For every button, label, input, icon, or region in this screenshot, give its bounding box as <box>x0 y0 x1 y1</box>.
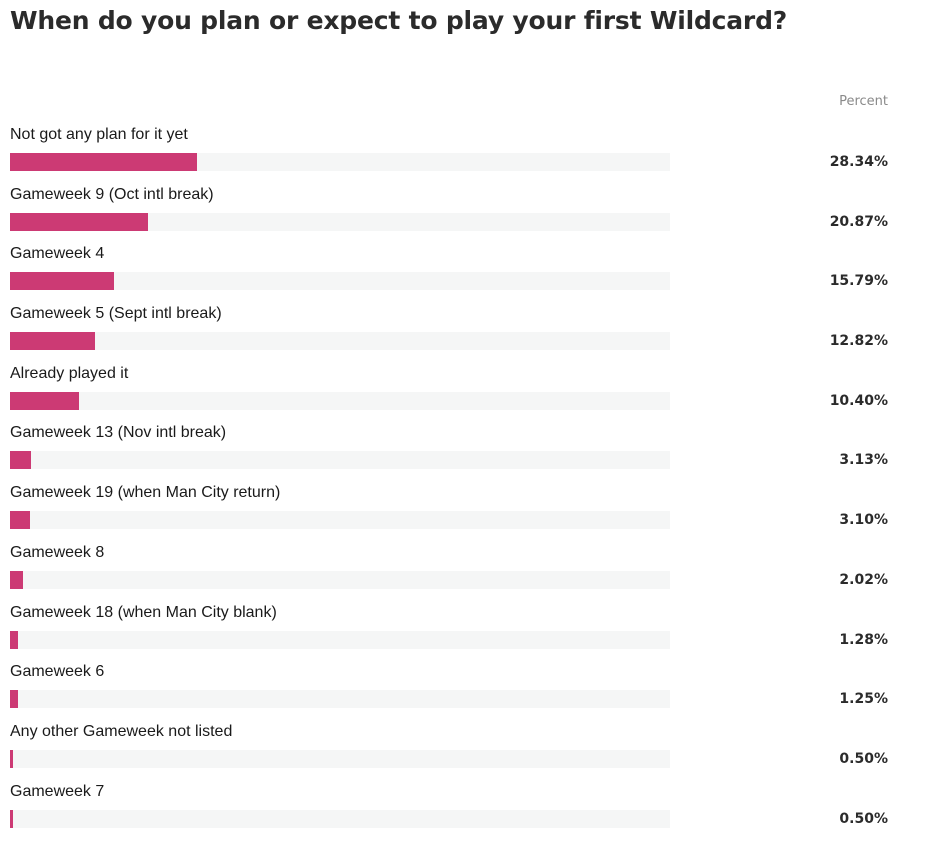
category-label: Gameweek 19 (when Man City return) <box>10 484 281 502</box>
percent-column-header: Percent <box>839 94 888 109</box>
bar <box>10 272 115 291</box>
percent-value-label: 12.82% <box>829 333 888 350</box>
category-label: Gameweek 7 <box>10 782 105 800</box>
bar-row: Gameweek 18 (when Man City blank) 1.28% <box>0 602 926 662</box>
bar <box>10 391 79 410</box>
bar-track <box>10 332 670 351</box>
bar <box>10 630 19 649</box>
bar-track <box>10 451 670 470</box>
percent-value-label: 3.13% <box>839 452 888 469</box>
bar <box>10 690 19 709</box>
bar-track <box>10 511 670 530</box>
bar-row: Not got any plan for it yet 28.34% <box>0 124 926 184</box>
category-label: Gameweek 13 (Nov intl break) <box>10 424 227 442</box>
chart-title: When do you plan or expect to play your … <box>10 6 788 35</box>
category-label: Gameweek 9 (Oct intl break) <box>10 185 214 203</box>
bar-list: Not got any plan for it yet 28.34% Gamewee… <box>0 124 926 840</box>
bar-track <box>10 391 670 410</box>
bar <box>10 809 14 828</box>
percent-value-label: 2.02% <box>839 571 888 588</box>
percent-value-label: 1.28% <box>839 631 888 648</box>
percent-value-label: 3.10% <box>839 512 888 529</box>
bar-track <box>10 690 670 709</box>
bar-row: Gameweek 6 1.25% <box>0 661 926 721</box>
percent-value-label: 0.50% <box>839 750 888 767</box>
percent-value-label: 0.50% <box>839 810 888 827</box>
percent-value-label: 15.79% <box>829 273 888 290</box>
percent-value-label: 28.34% <box>829 154 888 170</box>
bar-track <box>10 749 670 768</box>
bar <box>10 212 148 231</box>
bar-row: Gameweek 19 (when Man City return) 3.10% <box>0 482 926 542</box>
category-label: Gameweek 18 (when Man City blank) <box>10 603 277 621</box>
category-label: Any other Gameweek not listed <box>10 722 233 740</box>
category-label: Gameweek 4 <box>10 245 105 263</box>
bar-row: Gameweek 8 2.02% <box>0 542 926 602</box>
bar-track <box>10 272 670 291</box>
bar <box>10 451 31 470</box>
category-label: Gameweek 8 <box>10 543 105 561</box>
percent-value-label: 1.25% <box>839 691 888 708</box>
category-label: Already played it <box>10 364 129 382</box>
category-label: Gameweek 5 (Sept intl break) <box>10 305 222 323</box>
percent-value-label: 10.40% <box>829 392 888 409</box>
bar <box>10 511 31 530</box>
bar-row: Gameweek 9 (Oct intl break) 20.87% <box>0 184 926 244</box>
bar-track <box>10 630 670 649</box>
bar-track <box>10 570 670 589</box>
bar-track <box>10 153 670 171</box>
bar-row: Already played it 10.40% <box>0 363 926 423</box>
bar-track <box>10 212 670 231</box>
bar-row: Gameweek 4 15.79% <box>0 243 926 303</box>
bar-row: Gameweek 5 (Sept intl break) 12.82% <box>0 303 926 363</box>
bar-row: Gameweek 13 (Nov intl break) 3.13% <box>0 422 926 482</box>
bar-track <box>10 809 670 828</box>
bar-row: Any other Gameweek not listed 0.50% <box>0 721 926 781</box>
bar-row: Gameweek 7 0.50% <box>0 781 926 841</box>
category-label: Gameweek 6 <box>10 663 105 681</box>
bar <box>10 749 14 768</box>
percent-value-label: 20.87% <box>829 213 888 230</box>
category-label: Not got any plan for it yet <box>10 126 188 143</box>
bar <box>10 332 95 351</box>
bar <box>10 570 24 589</box>
bar <box>10 153 198 171</box>
